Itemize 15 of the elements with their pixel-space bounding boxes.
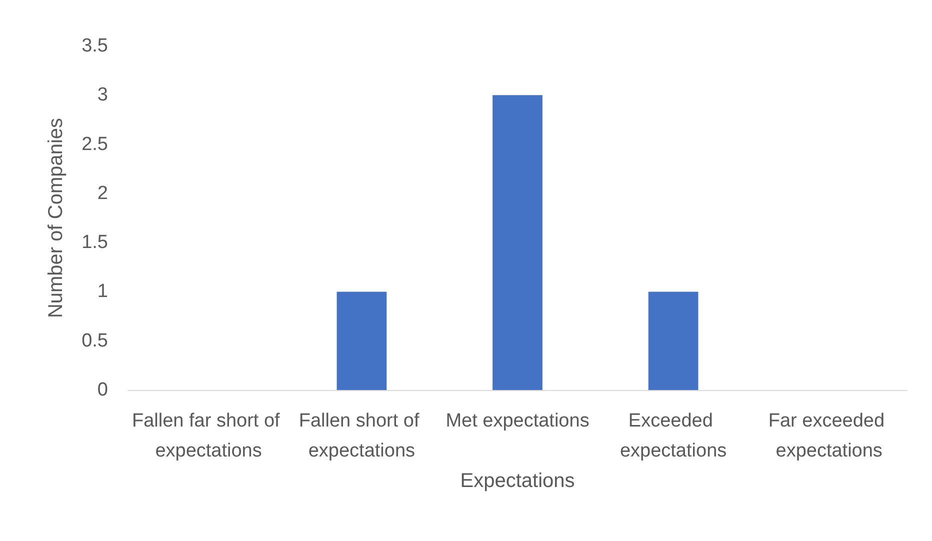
x-tick-label: Fallen far short of expectations — [132, 410, 281, 462]
y-tick-label: 3 — [97, 84, 108, 106]
y-tick-label: 2 — [97, 182, 108, 204]
y-tick-label: 2.5 — [82, 134, 108, 155]
x-tick-label: Fallen short of expectations — [298, 410, 425, 462]
x-tick-label: Exceeded expectations — [620, 410, 727, 462]
y-tick-label: 0 — [97, 380, 108, 400]
y-axis-title: Number of Companies — [45, 118, 67, 318]
x-tick-label: Far exceeded expectations — [768, 410, 890, 462]
x-tick-label: Met expectations — [446, 410, 590, 432]
y-tick-label: 0.5 — [82, 330, 108, 352]
y-tick-label: 1.5 — [82, 232, 108, 254]
y-tick-label: 3.5 — [82, 36, 108, 56]
y-tick-label: 1 — [97, 281, 108, 302]
x-axis-title: Expectations — [460, 470, 575, 492]
